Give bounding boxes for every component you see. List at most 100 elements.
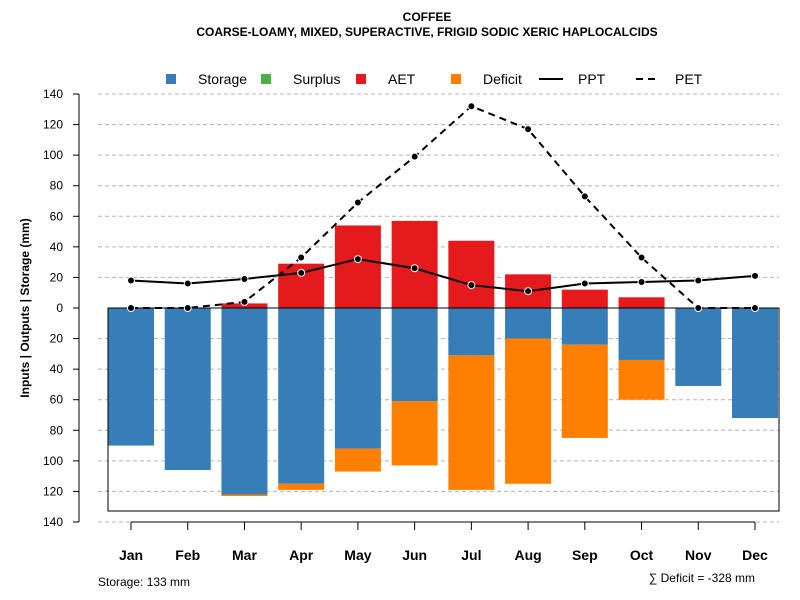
pet-point xyxy=(637,253,646,262)
y-tick-label: 140 xyxy=(43,515,63,529)
aet-bar xyxy=(448,240,495,308)
grid-lines xyxy=(98,93,779,523)
y-tick-label: 20 xyxy=(50,270,64,284)
storage-bar xyxy=(391,308,438,402)
y-tick-label: 0 xyxy=(56,301,63,315)
y-tick-label: 140 xyxy=(43,87,63,101)
pet-point xyxy=(467,102,476,111)
y-tick-label: 20 xyxy=(50,332,64,346)
pet-point xyxy=(410,152,419,161)
storage-bar xyxy=(334,308,381,449)
x-tick-label: Apr xyxy=(289,547,314,563)
storage-bar xyxy=(108,308,154,446)
storage-bar xyxy=(675,308,722,386)
y-tick-label: 80 xyxy=(50,423,64,437)
pet-point xyxy=(751,304,759,312)
ppt-point xyxy=(751,271,759,280)
bars xyxy=(108,220,778,497)
legend-swatch xyxy=(451,74,461,84)
y-tick-label: 40 xyxy=(50,362,64,376)
y-tick-label: 100 xyxy=(43,454,63,468)
legend-label: PET xyxy=(675,71,703,87)
ppt-point xyxy=(127,276,135,285)
y-axis-label: Inputs | Outputs | Storage (mm) xyxy=(18,218,32,397)
aet-bar xyxy=(618,297,665,308)
pet-line xyxy=(131,105,755,309)
x-tick-label: Sep xyxy=(572,547,598,563)
legend-label: PPT xyxy=(578,71,606,87)
storage-bar xyxy=(448,308,495,356)
legend-swatch xyxy=(166,74,176,84)
y-tick-label: 60 xyxy=(50,393,64,407)
legend: Storage Surplus AET Deficit PPT PET xyxy=(166,71,703,87)
x-tick-label: Jan xyxy=(119,547,143,563)
pet-point xyxy=(353,198,362,207)
legend-label: Deficit xyxy=(483,71,522,87)
chart-title: COFFEE xyxy=(403,10,452,24)
deficit-bar xyxy=(334,448,381,472)
y-tick-label: 100 xyxy=(43,148,63,162)
x-tick-label: Aug xyxy=(514,547,541,563)
pet-point xyxy=(694,304,703,312)
ppt-line xyxy=(130,258,756,293)
pet-point xyxy=(580,192,589,201)
storage-bar xyxy=(164,308,211,471)
x-tick-label: Oct xyxy=(630,547,654,563)
ppt-point xyxy=(183,279,192,288)
x-tick-label: Nov xyxy=(685,547,712,563)
ppt-point xyxy=(467,281,476,290)
storage-bar xyxy=(561,308,608,345)
legend-swatch xyxy=(261,74,271,84)
pet-point xyxy=(297,253,306,262)
deficit-bar xyxy=(448,355,495,490)
deficit-bar xyxy=(561,344,608,438)
x-tick-label: Dec xyxy=(742,547,768,563)
aet-bar xyxy=(561,289,608,308)
storage-footnote: Storage: 133 mm xyxy=(98,575,190,589)
storage-bar xyxy=(505,308,552,339)
x-tick-label: Jun xyxy=(402,547,427,563)
aet-bar xyxy=(334,225,381,308)
plot-frame xyxy=(107,307,780,512)
pet-point xyxy=(524,125,533,134)
ppt-point xyxy=(297,268,306,277)
y-tick-label: 120 xyxy=(43,484,63,498)
deficit-bar xyxy=(505,338,552,484)
ppt-point xyxy=(524,287,533,296)
y-tick-label: 40 xyxy=(50,240,64,254)
deficit-bar xyxy=(221,494,268,497)
storage-bar xyxy=(278,308,325,484)
legend-swatch xyxy=(356,74,366,84)
ppt-point xyxy=(637,278,646,287)
ppt-point xyxy=(240,274,249,283)
ppt-point xyxy=(410,264,419,273)
legend-label: AET xyxy=(388,71,416,87)
ppt-point xyxy=(694,276,703,285)
y-tick-label: 120 xyxy=(43,118,63,132)
ppt-point xyxy=(353,255,362,264)
pet-point xyxy=(127,304,135,312)
series-lines xyxy=(127,102,759,312)
y-tick-label: 60 xyxy=(50,209,64,223)
storage-bar xyxy=(221,308,268,495)
ppt-point xyxy=(580,279,589,288)
deficit-bar xyxy=(618,359,665,400)
storage-bar xyxy=(618,308,665,360)
deficit-bar xyxy=(278,483,325,490)
deficit-bar xyxy=(391,401,438,466)
x-tick-label: May xyxy=(344,547,371,563)
pet-point xyxy=(240,297,249,306)
chart-subtitle: COARSE-LOAMY, MIXED, SUPERACTIVE, FRIGID… xyxy=(196,25,657,39)
pet-point xyxy=(183,304,192,312)
storage-bar xyxy=(732,308,778,419)
x-axis: Jan Feb Mar Apr May Jun Jul Aug Sep Oct Nov Dec xyxy=(119,521,768,563)
x-tick-label: Jul xyxy=(461,547,481,563)
legend-label: Surplus xyxy=(293,71,340,87)
legend-label: Storage xyxy=(198,71,247,87)
y-axis: 140 120 100 80 60 40 20 0 20 40 60 80 100 120 140 xyxy=(43,87,80,529)
x-tick-label: Feb xyxy=(175,547,200,563)
x-tick-label: Mar xyxy=(232,547,257,563)
deficit-footnote: ∑ Deficit = -328 mm xyxy=(649,571,755,585)
y-tick-label: 80 xyxy=(50,179,64,193)
